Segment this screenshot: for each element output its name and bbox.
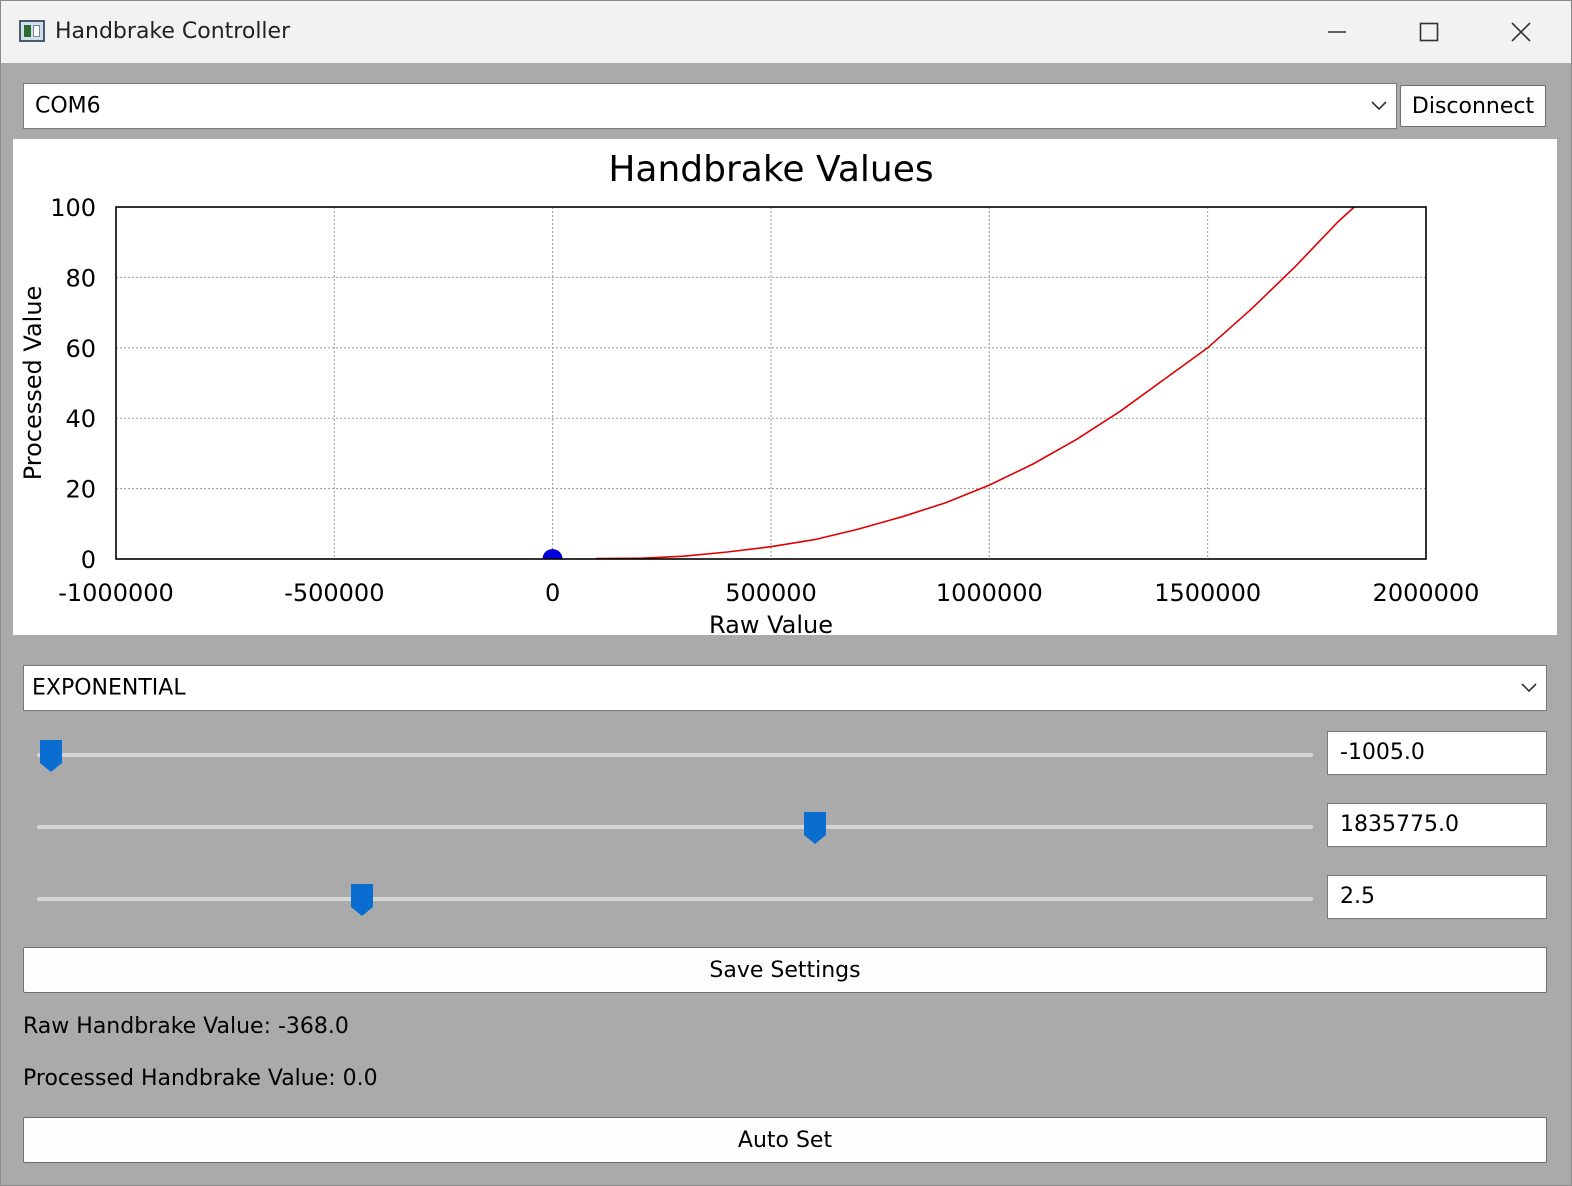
handbrake-chart: Handbrake Values Processed Value Raw Val… (13, 139, 1557, 639)
slider-track (37, 897, 1313, 901)
max-value-slider[interactable] (37, 805, 1313, 849)
close-button[interactable] (1475, 1, 1567, 63)
curve-mode-select[interactable]: EXPONENTIAL (23, 665, 1547, 711)
plot-area-frame (115, 206, 1427, 560)
x-tick-label: 1500000 (1154, 579, 1261, 607)
y-tick-label: 20 (65, 476, 96, 504)
min-value-field[interactable]: -1005.0 (1327, 731, 1547, 775)
min-value-slider[interactable] (37, 733, 1313, 777)
slider-thumb[interactable] (803, 811, 827, 845)
x-tick-label: 1000000 (936, 579, 1043, 607)
chart-title: Handbrake Values (608, 149, 933, 190)
current-value-marker (542, 549, 563, 559)
y-tick-label: 0 (81, 546, 96, 574)
maximize-button[interactable] (1383, 1, 1475, 63)
max-value-field[interactable]: 1835775.0 (1327, 803, 1547, 847)
slider-track (37, 753, 1313, 757)
window-title: Handbrake Controller (55, 19, 291, 44)
chart-y-axis-label: Processed Value (19, 286, 47, 481)
x-tick-label: 0 (545, 579, 560, 607)
disconnect-button[interactable]: Disconnect (1400, 85, 1546, 127)
y-tick-label: 100 (50, 194, 96, 222)
auto-set-button[interactable]: Auto Set (23, 1117, 1547, 1163)
curve-series-line (596, 206, 1355, 560)
x-tick-label: 2000000 (1373, 579, 1480, 607)
chart-svg: Handbrake Values Processed Value Raw Val… (19, 149, 1480, 639)
exponent-field[interactable]: 2.5 (1327, 875, 1547, 919)
maximize-icon (1419, 22, 1439, 42)
minimize-icon (1328, 31, 1346, 33)
curve-mode-value: EXPONENTIAL (32, 675, 186, 701)
slider-thumb[interactable] (350, 883, 374, 917)
x-tick-label: 500000 (725, 579, 817, 607)
x-tick-label: -1000000 (58, 579, 174, 607)
save-settings-button[interactable]: Save Settings (23, 947, 1547, 993)
title-bar[interactable]: Handbrake Controller (1, 1, 1571, 63)
exponent-slider[interactable] (37, 877, 1313, 921)
minimize-button[interactable] (1291, 1, 1383, 63)
slider-track (37, 825, 1313, 829)
y-tick-label: 40 (65, 405, 96, 433)
x-tick-label: -500000 (284, 579, 384, 607)
chart-x-axis-label: Raw Value (709, 611, 833, 635)
y-tick-label: 60 (65, 335, 96, 363)
y-tick-label: 80 (65, 264, 96, 292)
close-icon (1511, 22, 1531, 42)
slider-thumb[interactable] (39, 739, 63, 773)
app-icon (19, 20, 45, 42)
port-select-value: COM6 (35, 93, 101, 119)
raw-value-readout: Raw Handbrake Value: -368.0 (23, 1014, 349, 1039)
chevron-down-icon (1521, 683, 1537, 693)
port-select[interactable]: COM6 (23, 83, 1397, 129)
processed-value-readout: Processed Handbrake Value: 0.0 (23, 1066, 378, 1091)
chevron-down-icon (1371, 101, 1387, 111)
